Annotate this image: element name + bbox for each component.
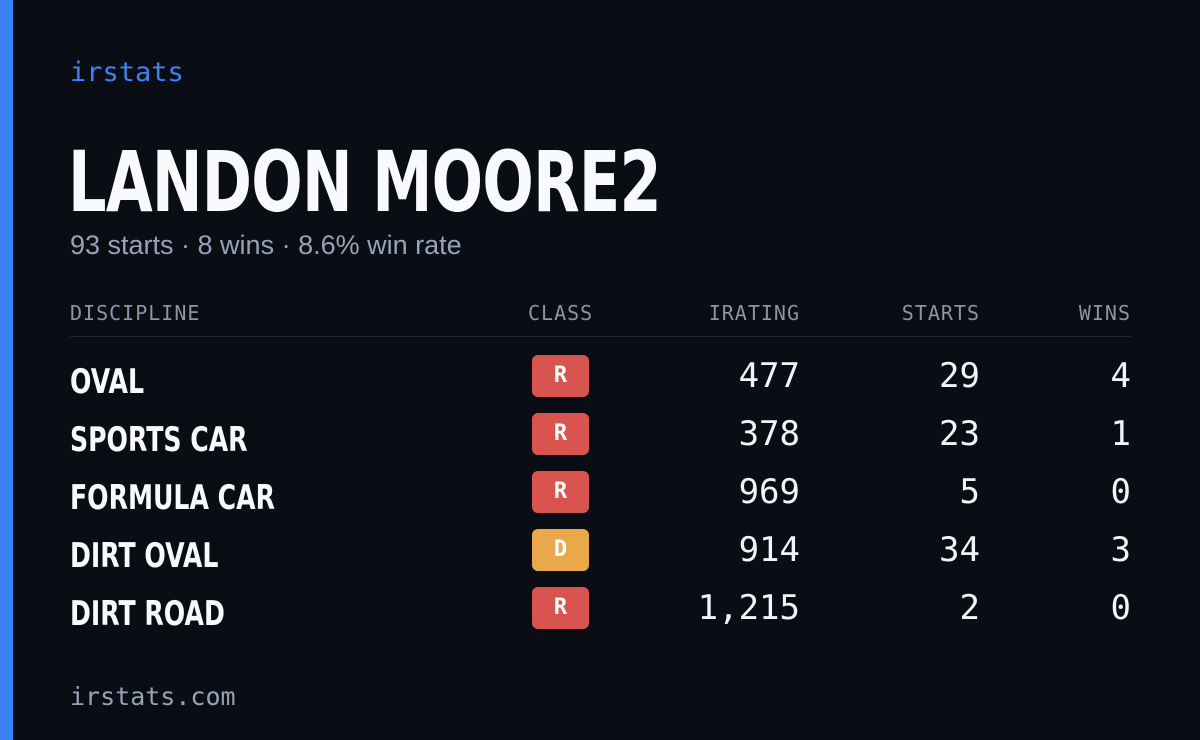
header-class: CLASS: [528, 301, 594, 325]
wins-value: 4: [1110, 356, 1131, 396]
class-badge: R: [532, 413, 589, 455]
table-row: SPORTS CAR R 378 23 1: [70, 411, 1131, 469]
class-badge: R: [532, 587, 589, 629]
discipline-name: FORMULA CAR: [70, 478, 275, 518]
header-starts: STARTS: [901, 301, 980, 325]
driver-summary: 93 starts · 8 wins · 8.6% win rate: [70, 230, 462, 260]
class-badge: R: [532, 471, 589, 513]
footer-url[interactable]: irstats.com: [70, 682, 236, 711]
starts-value: 5: [959, 472, 980, 512]
wins-value: 3: [1110, 530, 1131, 570]
discipline-name: SPORTS CAR: [70, 420, 248, 460]
irating-value: 1,215: [697, 588, 800, 628]
header-irating: IRATING: [708, 301, 800, 325]
starts-value: 23: [939, 414, 980, 454]
header-discipline: DISCIPLINE: [70, 301, 201, 325]
brand-logo[interactable]: irstats: [70, 57, 184, 88]
table-row: OVAL R 477 29 4: [70, 353, 1131, 411]
wins-value: 0: [1110, 588, 1131, 628]
discipline-name: DIRT OVAL: [70, 536, 219, 576]
table-body: OVAL R 477 29 4 SPORTS CAR R 378 23 1 FO…: [70, 337, 1131, 643]
starts-value: 2: [959, 588, 980, 628]
header-wins: WINS: [1078, 301, 1131, 325]
class-badge: R: [532, 355, 589, 397]
table-row: DIRT OVAL D 914 34 3: [70, 527, 1131, 585]
irating-value: 378: [738, 414, 800, 454]
wins-value: 1: [1110, 414, 1131, 454]
stats-table: DISCIPLINE CLASS IRATING STARTS WINS OVA…: [70, 296, 1131, 643]
wins-value: 0: [1110, 472, 1131, 512]
table-row: FORMULA CAR R 969 5 0: [70, 469, 1131, 527]
table-header: DISCIPLINE CLASS IRATING STARTS WINS: [70, 296, 1131, 337]
starts-value: 29: [939, 356, 980, 396]
discipline-name: DIRT ROAD: [70, 594, 225, 634]
discipline-name: OVAL: [70, 362, 144, 402]
irating-value: 914: [738, 530, 800, 570]
class-badge: D: [532, 529, 589, 571]
irating-value: 477: [738, 356, 800, 396]
starts-value: 34: [939, 530, 980, 570]
accent-bar: [0, 0, 13, 740]
irating-value: 969: [738, 472, 800, 512]
table-row: DIRT ROAD R 1,215 2 0: [70, 585, 1131, 643]
driver-name: LANDON MOORE2: [68, 133, 662, 231]
